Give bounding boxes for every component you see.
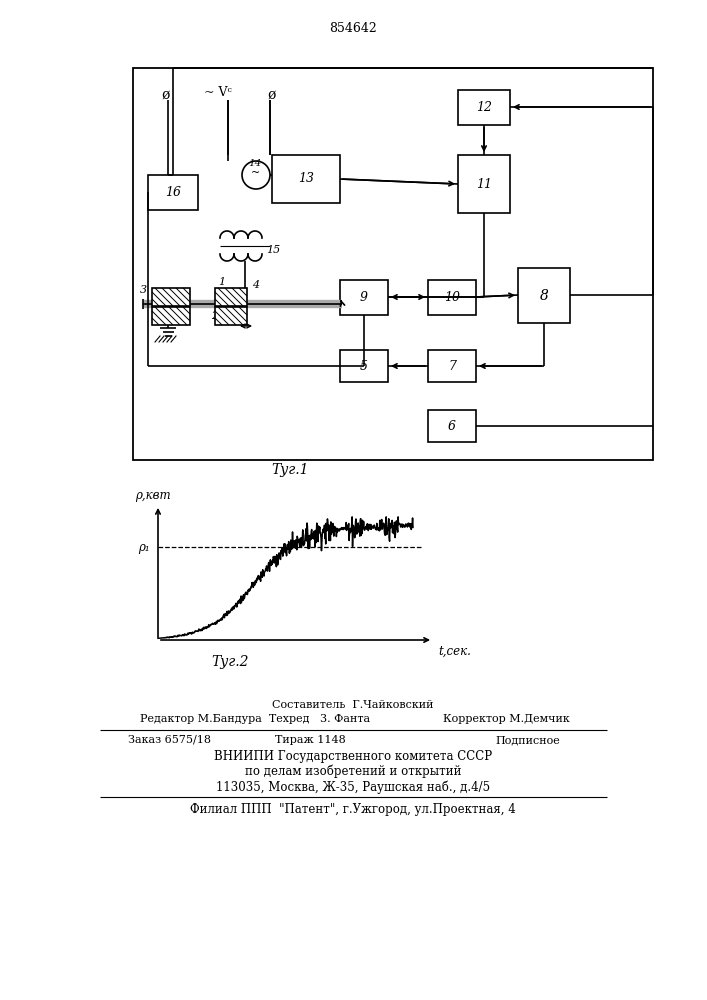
- Text: 2: 2: [211, 311, 218, 321]
- Text: Заказ 6575/18: Заказ 6575/18: [128, 735, 211, 745]
- Bar: [152, 288, 190, 306]
- Text: t,сек.: t,сек.: [438, 645, 471, 658]
- Text: по делам изобретений и открытий: по делам изобретений и открытий: [245, 765, 461, 778]
- Bar: [340, 350, 388, 382]
- Text: 10: 10: [444, 291, 460, 304]
- Bar: [458, 155, 510, 213]
- Text: 13: 13: [298, 172, 314, 186]
- Text: 6: 6: [448, 420, 456, 432]
- Text: 12: 12: [476, 101, 492, 114]
- Text: 854642: 854642: [329, 22, 377, 35]
- Text: 15: 15: [266, 245, 280, 255]
- Text: 113035, Москва, Ж-35, Раушская наб., д.4/5: 113035, Москва, Ж-35, Раушская наб., д.4…: [216, 780, 490, 794]
- Text: Составитель  Г.Чайковский: Составитель Г.Чайковский: [272, 700, 434, 710]
- Text: ρ,квт: ρ,квт: [135, 489, 171, 502]
- Text: 3: 3: [140, 285, 147, 295]
- Text: Подписное: Подписное: [495, 735, 560, 745]
- Text: 14: 14: [248, 158, 262, 167]
- Text: 4: 4: [252, 280, 259, 290]
- Bar: [152, 307, 190, 325]
- Text: 11: 11: [476, 178, 492, 190]
- Bar: [148, 175, 198, 210]
- Text: 8: 8: [539, 288, 549, 302]
- Text: Τуг.2: Τуг.2: [211, 655, 249, 669]
- Text: Тираж 1148: Тираж 1148: [274, 735, 346, 745]
- Text: Редактор М.Бандура  Техред   3. Фанта: Редактор М.Бандура Техред 3. Фанта: [140, 714, 370, 724]
- Bar: [272, 155, 340, 203]
- Bar: [340, 280, 388, 315]
- Text: ~: ~: [252, 168, 261, 178]
- Bar: [215, 288, 247, 306]
- Text: ø: ø: [162, 88, 170, 102]
- Text: 16: 16: [165, 186, 181, 199]
- Bar: [428, 280, 476, 315]
- Bar: [428, 410, 476, 442]
- Bar: [215, 307, 247, 325]
- Text: ~ Vᶜ: ~ Vᶜ: [204, 86, 232, 99]
- Text: ВНИИПИ Государственного комитета СССР: ВНИИПИ Государственного комитета СССР: [214, 750, 492, 763]
- Text: ø: ø: [268, 88, 276, 102]
- Bar: [458, 90, 510, 125]
- Text: ρ₁: ρ₁: [139, 540, 150, 554]
- Text: 9: 9: [360, 291, 368, 304]
- Text: 5: 5: [360, 360, 368, 372]
- Text: Корректор М.Демчик: Корректор М.Демчик: [443, 714, 570, 724]
- Bar: [428, 350, 476, 382]
- Text: Τуг.1: Τуг.1: [271, 463, 309, 477]
- Text: Филиал ППП  "Патент", г.Ужгород, ул.Проектная, 4: Филиал ППП "Патент", г.Ужгород, ул.Проек…: [190, 803, 516, 816]
- Text: 1: 1: [218, 277, 226, 287]
- Bar: [518, 268, 570, 323]
- Text: 7: 7: [448, 360, 456, 372]
- Bar: [133, 68, 653, 460]
